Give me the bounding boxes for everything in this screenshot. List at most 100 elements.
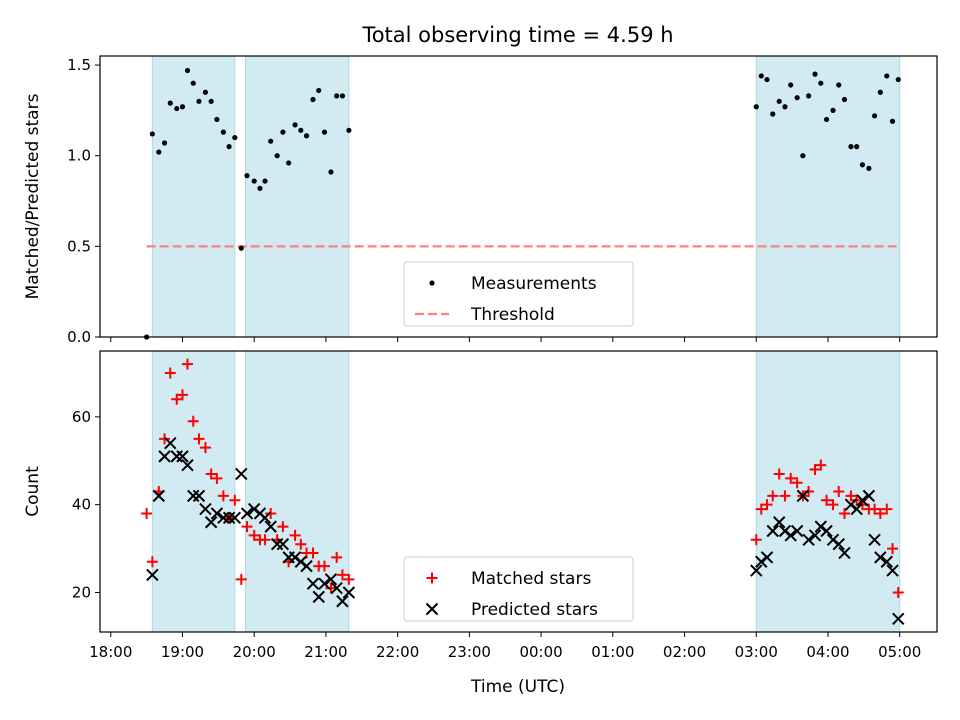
measurement-point — [226, 144, 232, 150]
measurement-point — [257, 185, 263, 191]
predicted-point — [276, 537, 290, 551]
matched-point — [761, 499, 773, 511]
measurement-point — [776, 98, 782, 104]
measurement-point — [244, 173, 250, 179]
measurement-point — [286, 160, 292, 166]
predicted-point — [146, 568, 159, 582]
matched-point — [193, 433, 205, 445]
count-legend: Matched stars Predicted stars — [403, 556, 634, 622]
measurement-point — [823, 116, 830, 123]
x-tick-label: 20:00 — [233, 643, 276, 661]
predicted-point — [832, 537, 845, 551]
matched-point — [750, 534, 762, 546]
observing-span — [245, 55, 350, 338]
measurement-point — [866, 165, 872, 171]
predicted-point — [170, 450, 183, 463]
measurement-point — [220, 129, 226, 135]
measurement-point — [174, 105, 180, 112]
predicted-point — [773, 516, 786, 529]
predicted-point — [264, 520, 277, 533]
measurement-point — [764, 76, 770, 83]
predicted-point — [152, 489, 166, 503]
measurement-point — [184, 67, 191, 74]
measurement-point — [321, 129, 328, 135]
matched-point — [307, 547, 319, 559]
measurement-point — [149, 131, 155, 137]
predicted-point — [330, 581, 343, 595]
predicted-point — [802, 533, 815, 547]
measurement-point — [202, 89, 209, 95]
legend-predicted-marker — [425, 602, 439, 616]
measurement-point — [280, 129, 286, 135]
predicted-point — [766, 524, 779, 538]
predicted-point — [808, 529, 822, 542]
x-tick-label: 19:00 — [161, 643, 204, 661]
predicted-point — [336, 595, 349, 608]
measurement-point — [161, 140, 168, 146]
observing-spans — [151, 350, 901, 633]
observing-span — [151, 55, 236, 338]
predicted-point — [312, 590, 325, 604]
matched-point — [785, 472, 797, 484]
predicted-point — [187, 489, 200, 503]
measurement-point — [889, 118, 896, 124]
x-tick-label: 02:00 — [663, 643, 706, 661]
predicted-point — [750, 564, 763, 577]
measurement-point — [310, 96, 316, 103]
matched-point — [833, 486, 845, 497]
measurement-point — [854, 144, 860, 150]
matched-point — [887, 543, 899, 555]
y-tick-label: 40 — [72, 496, 91, 514]
measurement-point — [238, 245, 244, 251]
measurement-point — [806, 93, 812, 99]
matched-point — [815, 459, 827, 471]
matched-point — [277, 521, 289, 533]
measurement-point — [303, 133, 310, 139]
predicted-point — [820, 524, 833, 538]
measurement-point — [179, 104, 186, 110]
count-axis-ticks: 18:00 19:00 20:00 21:00 22:00 23:00 00:00 01:00… — [72, 408, 921, 661]
predicted-point — [784, 529, 797, 542]
predicted-point — [318, 577, 331, 590]
matched-point — [141, 507, 153, 519]
matched-point — [205, 468, 217, 480]
matched-point — [845, 490, 857, 502]
matched-point — [146, 556, 158, 568]
measurement-point — [841, 96, 848, 103]
measurement-point — [339, 93, 346, 99]
chart-title: Total observing time = 4.59 h — [361, 23, 673, 47]
matched-point — [809, 464, 821, 476]
x-tick-label: 03:00 — [735, 643, 778, 661]
matched-point — [331, 551, 343, 563]
predicted-point — [856, 494, 869, 507]
y-tick-label: 20 — [72, 583, 91, 601]
count-panel-frame — [99, 350, 938, 633]
measurement-point — [830, 107, 836, 113]
predicted-point — [300, 559, 313, 573]
predicted-point — [199, 502, 212, 516]
predicted-point — [306, 577, 320, 590]
measurement-point — [794, 95, 800, 101]
x-tick-label: 18:00 — [89, 643, 132, 661]
measurement-point — [877, 89, 883, 95]
ratio-y-axis-label: Matched/Predicted stars — [23, 93, 43, 299]
matched-point — [248, 529, 260, 541]
measurement-point — [156, 149, 162, 155]
measurement-point — [214, 116, 220, 123]
y-tick-label: 60 — [72, 408, 91, 426]
predicted-point — [222, 511, 236, 525]
observing-span — [755, 350, 901, 633]
measurement-point — [262, 178, 268, 184]
predicted-point — [342, 586, 356, 599]
measurement-point — [753, 104, 759, 110]
matched-point — [874, 507, 886, 519]
y-tick-label: 0.0 — [67, 328, 91, 346]
legend-label: Predicted stars — [471, 600, 598, 620]
matched-point — [343, 573, 355, 585]
matched-point — [869, 503, 881, 515]
ratio-panel: 0.0 0.5 1.0 1.5 Matched/Predicted stars Mea… — [23, 55, 938, 346]
predicted-point — [886, 564, 899, 577]
x-tick-label: 01:00 — [591, 643, 634, 661]
matched-point — [773, 468, 785, 480]
